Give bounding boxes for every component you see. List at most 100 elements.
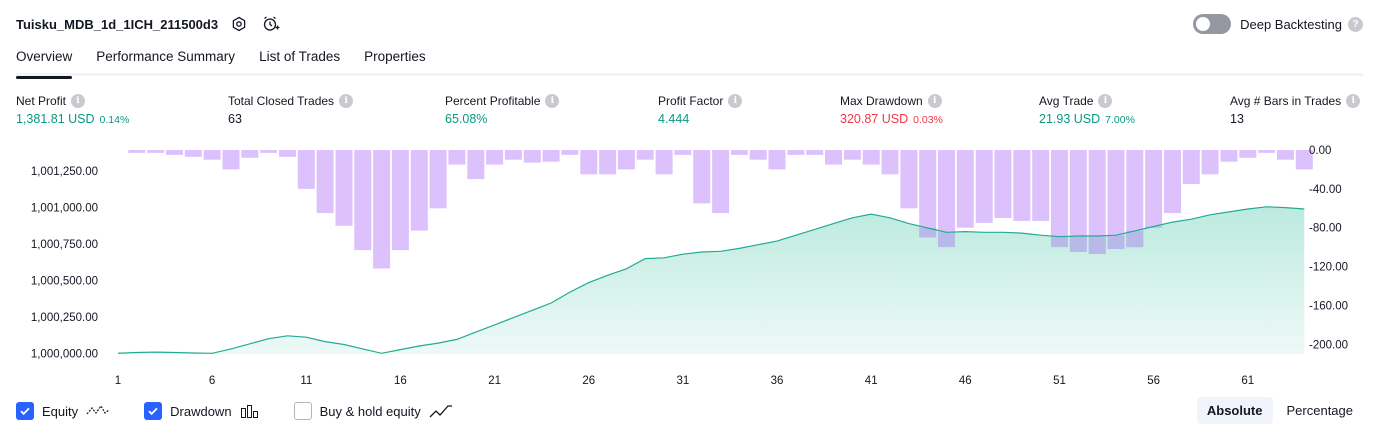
equity-line	[117, 206, 1305, 354]
drawdown-bar-overlap	[1069, 236, 1087, 252]
drawdown-bar	[147, 150, 165, 153]
report-tabs: Overview Performance Summary List of Tra…	[16, 46, 1363, 79]
drawdown-bar	[410, 150, 428, 231]
drawdown-bar	[504, 150, 522, 160]
info-icon[interactable]: i	[1346, 94, 1361, 108]
metric-title: Percent Profitable	[445, 94, 541, 108]
buy-hold-checkbox[interactable]	[293, 402, 312, 420]
equity-checkbox[interactable]	[16, 402, 34, 420]
y-right-tick-label: -160.00	[1309, 300, 1348, 312]
drawdown-bar	[429, 150, 447, 209]
legend-equity[interactable]: Equity	[16, 402, 110, 420]
drawdown-bar	[335, 150, 353, 226]
drawdown-bar-overlap	[1126, 230, 1144, 248]
x-tick-label: 51	[1053, 375, 1066, 387]
drawdown-bar-overlap	[1051, 236, 1068, 248]
settings-icon[interactable]	[228, 13, 250, 35]
y-right-tick-label: -80.00	[1309, 223, 1342, 235]
buy-hold-label: Buy & hold equity	[319, 403, 421, 419]
x-tick-label: 61	[1241, 375, 1254, 387]
buy-hold-line-icon	[429, 403, 453, 419]
y-right-tick-label: -200.00	[1309, 339, 1348, 351]
info-icon[interactable]: i	[728, 94, 743, 108]
add-alert-icon[interactable]	[260, 13, 282, 35]
drawdown-bar	[1164, 150, 1181, 214]
metrics-row: Net Profit i 1,381.81 USD 0.14% Total Clos…	[0, 94, 1379, 134]
drawdown-checkbox[interactable]	[144, 402, 163, 420]
info-icon[interactable]: i	[545, 94, 560, 108]
drawdown-bar	[580, 150, 598, 175]
y-left-tick-label: 1,000,250.00	[31, 312, 98, 324]
drawdown-bar	[655, 150, 673, 175]
drawdown-bar	[1107, 150, 1125, 250]
drawdown-label: Drawdown	[170, 403, 232, 419]
x-tick-label: 6	[209, 375, 215, 387]
x-tick-label: 11	[300, 375, 312, 387]
x-tick-label: 41	[865, 375, 878, 387]
metric-title: Profit Factor	[658, 94, 724, 108]
percentage-button[interactable]: Percentage	[1286, 403, 1354, 418]
drawdown-bar	[486, 150, 504, 165]
drawdown-bar	[1051, 150, 1068, 248]
info-icon[interactable]: i	[71, 94, 86, 108]
metric-value: 21.93 USD	[1039, 112, 1101, 126]
y-right-tick-label: -40.00	[1309, 184, 1342, 196]
y-left-tick-label: 1,001,250.00	[31, 166, 98, 178]
metric-value: 63	[228, 112, 242, 126]
drawdown-bar	[542, 150, 560, 162]
metric-total-closed-trades: Total Closed Trades i 63	[228, 94, 354, 126]
tab-properties[interactable]: Properties	[364, 49, 426, 64]
drawdown-bar-overlap	[1088, 236, 1106, 254]
equity-drawdown-chart[interactable]: 1,000,000.00 1,000,250.00 1,000,500.00 1,00…	[0, 138, 1379, 394]
metric-value: 1,381.81 USD	[16, 112, 95, 126]
drawdown-bar-overlap	[1107, 235, 1125, 249]
drawdown-bar	[900, 150, 918, 209]
drawdown-bar	[994, 150, 1012, 218]
tab-list-of-trades[interactable]: List of Trades	[259, 49, 341, 64]
metric-value: 4.444	[658, 112, 690, 126]
drawdown-bar	[373, 150, 391, 269]
drawdown-bar	[391, 150, 409, 251]
drawdown-bar	[297, 150, 315, 189]
drawdown-bar	[599, 150, 617, 175]
metric-title: Net Profit	[16, 94, 67, 108]
drawdown-bar-overlap	[919, 228, 937, 238]
metric-sub: 0.14%	[99, 114, 130, 126]
drawdown-bar	[561, 150, 579, 155]
drawdown-bar	[975, 150, 993, 223]
deep-backtesting-label: Deep Backtesting	[1240, 16, 1342, 32]
absolute-button[interactable]: Absolute	[1196, 397, 1273, 424]
drawdown-bar	[881, 150, 899, 175]
drawdown-bar	[1088, 150, 1106, 254]
drawdown-bar	[354, 150, 372, 251]
drawdown-bar	[260, 150, 278, 153]
drawdown-bar-overlap	[938, 232, 955, 248]
x-tick-label: 26	[582, 375, 595, 387]
info-icon[interactable]: i	[927, 94, 942, 108]
tab-overview[interactable]: Overview	[16, 46, 73, 79]
help-icon[interactable]: ?	[1348, 16, 1363, 32]
x-tick-label: 1	[115, 375, 121, 387]
metric-title: Total Closed Trades	[228, 94, 335, 108]
info-icon[interactable]: i	[1098, 94, 1113, 108]
drawdown-bar	[825, 150, 842, 165]
drawdown-bar	[316, 150, 334, 214]
info-icon[interactable]: i	[339, 94, 354, 108]
drawdown-bar	[166, 150, 183, 155]
deep-backtesting-toggle[interactable]	[1193, 14, 1232, 34]
legend-buy-hold-equity[interactable]: Buy & hold equity	[293, 402, 453, 420]
metric-sub: 7.00%	[1105, 114, 1135, 126]
drawdown-bar	[768, 150, 786, 170]
y-left-tick-label: 1,001,000.00	[31, 203, 98, 215]
drawdown-bars-icon	[240, 403, 260, 419]
tab-performance-summary[interactable]: Performance Summary	[96, 49, 236, 64]
metric-avg-bars-in-trades: Avg # Bars in Trades i 13	[1230, 94, 1361, 126]
drawdown-bar	[523, 150, 541, 163]
y-left-tick-label: 1,000,500.00	[31, 275, 98, 287]
y-right-tick-label: -120.00	[1309, 262, 1348, 274]
metric-avg-trade: Avg Trade i 21.93 USD 7.00%	[1039, 94, 1135, 126]
drawdown-bar	[1239, 150, 1257, 158]
drawdown-bar	[241, 150, 259, 158]
x-tick-label: 56	[1147, 375, 1160, 387]
legend-drawdown[interactable]: Drawdown	[144, 402, 259, 420]
